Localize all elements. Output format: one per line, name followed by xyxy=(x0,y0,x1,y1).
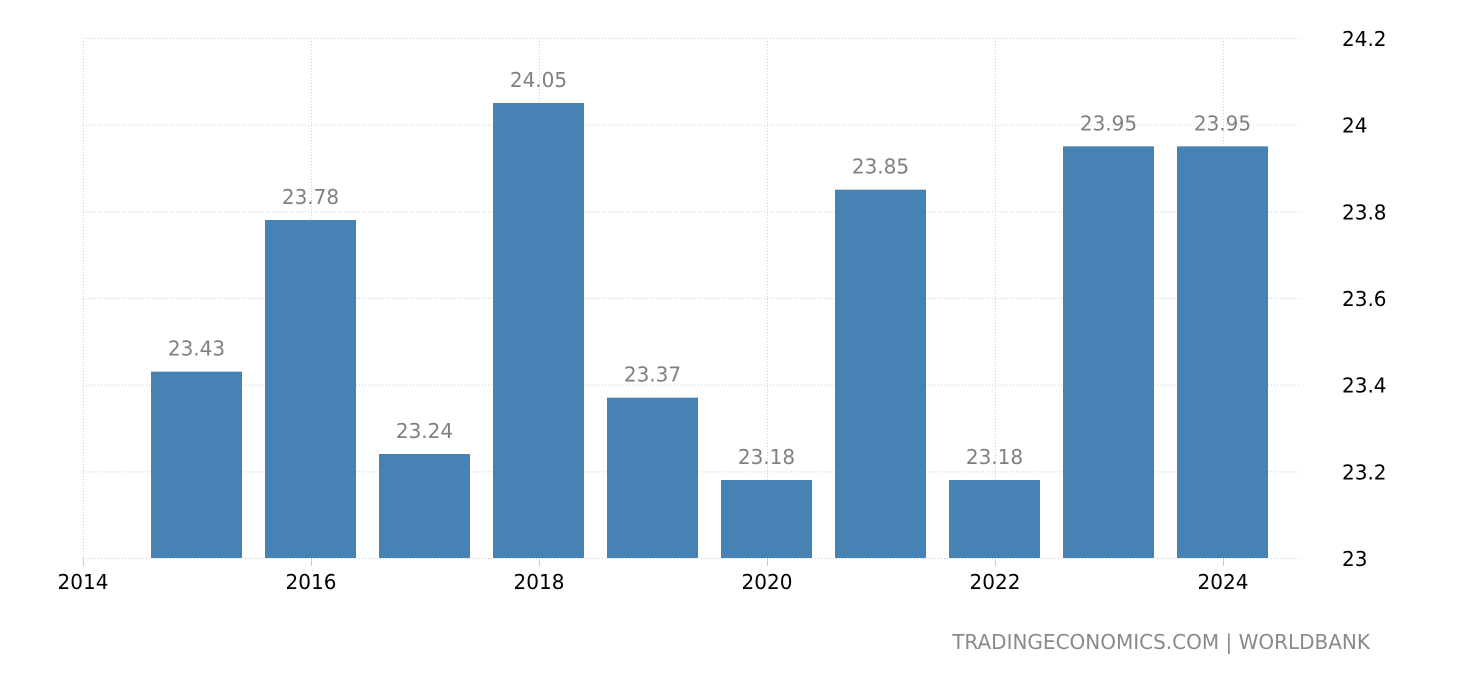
data-label-2016: 23.78 xyxy=(282,185,339,209)
x-tick-label: 2016 xyxy=(286,570,337,594)
data-label-2015: 23.43 xyxy=(168,337,225,361)
data-label-2022: 23.18 xyxy=(966,445,1023,469)
x-tick-label: 2018 xyxy=(514,570,565,594)
data-labels: 23.43 23.78 23.24 24.05 23.37 23.18 23.85 23.18… xyxy=(168,68,1251,469)
x-tick-label: 2022 xyxy=(970,570,1021,594)
data-label-2020: 23.18 xyxy=(738,445,795,469)
data-label-2018: 24.05 xyxy=(510,68,567,92)
data-label-2019: 23.37 xyxy=(624,363,681,387)
bar-2019 xyxy=(607,397,698,558)
bar-2015 xyxy=(151,371,242,558)
y-tick-label: 24.2 xyxy=(1342,27,1387,51)
data-label-2021: 23.85 xyxy=(852,155,909,179)
bars xyxy=(151,103,1268,559)
y-tick-label: 23.6 xyxy=(1342,287,1387,311)
bar-2016 xyxy=(265,220,356,558)
bar-2023 xyxy=(1063,146,1154,559)
y-axis: 23 23.2 23.4 23.6 23.8 24 24.2 xyxy=(1342,27,1387,571)
data-label-2023: 23.95 xyxy=(1080,111,1137,135)
bar-2018 xyxy=(493,103,584,558)
y-tick-label: 24 xyxy=(1342,114,1367,138)
x-tick-label: 2020 xyxy=(742,570,793,594)
bar-2021 xyxy=(835,189,926,558)
x-axis: 2014 2016 2018 2020 2022 2024 xyxy=(58,570,1249,594)
data-label-2017: 23.24 xyxy=(396,419,453,443)
bar-2024 xyxy=(1177,146,1268,559)
y-tick-label: 23 xyxy=(1342,547,1367,571)
x-tick-label: 2024 xyxy=(1198,570,1249,594)
bar-2022 xyxy=(949,480,1040,558)
y-tick-label: 23.2 xyxy=(1342,460,1387,484)
bar-2020 xyxy=(721,480,812,558)
source-attribution: TRADINGECONOMICS.COM | WORLDBANK xyxy=(952,630,1370,654)
data-label-2024: 23.95 xyxy=(1194,111,1251,135)
x-tick-label: 2014 xyxy=(58,570,109,594)
y-tick-label: 23.4 xyxy=(1342,374,1387,398)
y-tick-label: 23.8 xyxy=(1342,200,1387,224)
bar-2017 xyxy=(379,454,470,558)
